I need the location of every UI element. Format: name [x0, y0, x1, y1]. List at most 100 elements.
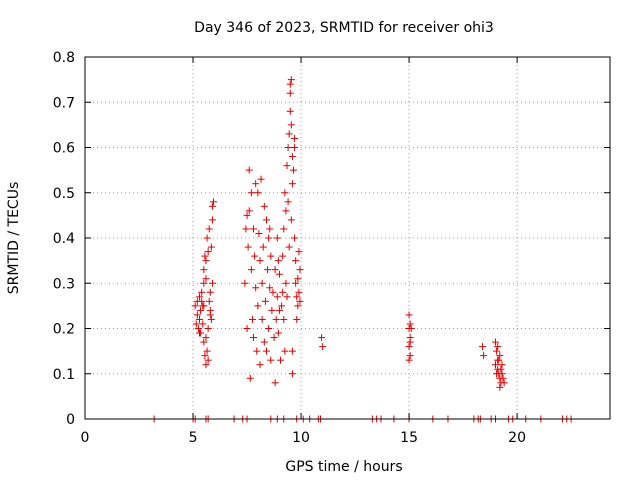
data-point	[204, 325, 212, 332]
data-point	[282, 207, 290, 215]
data-point	[199, 320, 207, 328]
data-point	[491, 338, 499, 346]
data-point	[250, 334, 258, 342]
data-point	[260, 202, 268, 210]
data-point	[293, 293, 301, 301]
data-point	[198, 288, 206, 296]
data-point	[283, 293, 291, 301]
data-point	[196, 293, 204, 301]
data-point	[261, 297, 269, 305]
y-tick-label: 0.5	[53, 186, 75, 202]
data-point	[406, 338, 414, 346]
data-point	[274, 329, 282, 337]
x-tick-label: 5	[189, 430, 198, 446]
data-point	[284, 198, 292, 206]
y-tick-label: 0.1	[53, 367, 75, 383]
data-point	[248, 315, 256, 323]
data-point	[499, 374, 507, 382]
y-tick-label: 0.4	[53, 231, 75, 247]
data-point	[294, 275, 302, 283]
data-point	[284, 144, 292, 151]
data-point	[203, 234, 211, 242]
data-point	[406, 320, 414, 328]
y-tick-label: 0.6	[53, 141, 75, 157]
data-point	[287, 216, 295, 224]
data-point	[266, 225, 274, 233]
x-axis-title: GPS time / hours	[285, 459, 402, 475]
data-point	[205, 225, 213, 233]
data-point	[272, 315, 280, 323]
y-tick-label: 0.2	[53, 322, 75, 338]
data-point	[243, 211, 251, 219]
data-point	[293, 315, 301, 323]
y-tick-label: 0.8	[53, 50, 75, 66]
data-point	[207, 243, 215, 251]
data-point	[291, 134, 299, 142]
data-point	[254, 302, 262, 310]
data-point	[197, 306, 205, 314]
data-point	[256, 361, 264, 369]
x-tick-label: 10	[292, 430, 310, 446]
data-point	[204, 356, 212, 364]
data-point	[277, 356, 285, 364]
data-point	[496, 383, 504, 391]
data-point	[493, 370, 501, 378]
data-point	[405, 311, 413, 319]
data-point	[288, 180, 296, 188]
data-point	[286, 80, 294, 88]
data-point	[252, 284, 260, 292]
data-point	[271, 266, 279, 274]
data-point	[257, 175, 265, 183]
data-point	[493, 347, 501, 355]
data-point	[495, 356, 503, 364]
data-point	[259, 243, 267, 251]
data-point	[268, 306, 276, 314]
data-point	[295, 248, 303, 256]
data-point	[291, 144, 299, 151]
data-point	[266, 284, 274, 292]
data-point	[206, 288, 214, 296]
data-point	[274, 257, 282, 265]
data-point	[196, 315, 204, 323]
data-point	[287, 121, 295, 129]
data-point	[279, 288, 287, 296]
data-point	[318, 334, 326, 342]
data-point	[201, 252, 209, 260]
data-point	[270, 334, 278, 342]
data-point	[285, 130, 293, 138]
data-point	[253, 347, 261, 355]
data-point	[245, 166, 253, 174]
data-point	[289, 166, 297, 174]
data-point	[292, 279, 300, 287]
data-point	[191, 302, 199, 310]
data-point	[278, 302, 286, 310]
data-point	[273, 234, 281, 242]
chart-title: Day 346 of 2023, SRMTID for receiver ohi…	[194, 20, 494, 36]
data-point	[275, 270, 283, 278]
data-point	[251, 252, 259, 260]
data-point	[245, 207, 253, 215]
data-point	[200, 266, 208, 274]
y-tick-label: 0.3	[53, 276, 75, 292]
y-tick-label: 0	[66, 412, 75, 428]
data-point	[265, 234, 273, 242]
data-point	[200, 338, 208, 346]
data-point	[496, 352, 504, 360]
data-point	[256, 257, 264, 265]
data-point	[254, 189, 262, 197]
data-point	[258, 315, 266, 323]
data-point	[262, 216, 270, 224]
data-point	[247, 266, 255, 274]
data-point	[202, 257, 210, 265]
data-point	[203, 347, 211, 355]
data-point	[288, 153, 296, 161]
data-point	[250, 225, 258, 233]
data-point	[267, 356, 275, 364]
data-point	[193, 311, 201, 319]
data-point	[194, 325, 202, 332]
data-point	[406, 352, 414, 360]
data-point	[280, 225, 288, 233]
data-point	[265, 325, 273, 332]
data-point	[201, 352, 209, 360]
x-tick-label: 15	[400, 430, 418, 446]
